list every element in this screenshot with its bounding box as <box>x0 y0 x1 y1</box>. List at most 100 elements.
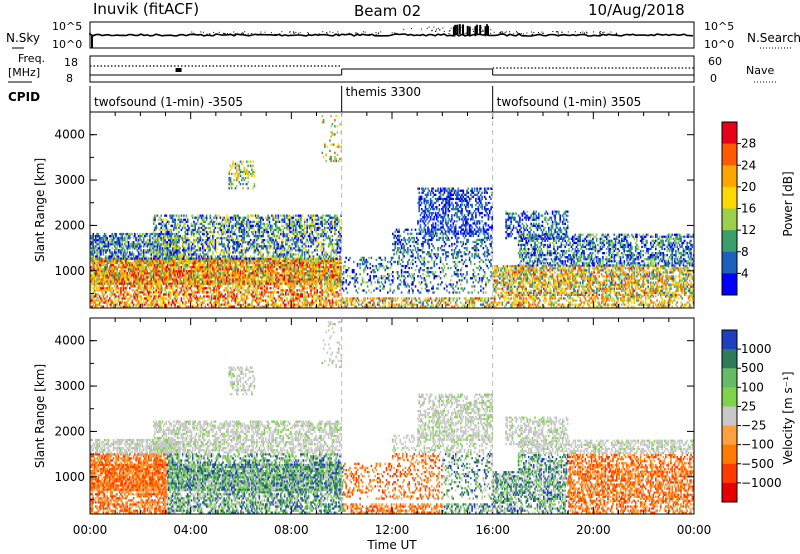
power-cell <box>113 297 116 300</box>
power-cell <box>139 243 141 246</box>
power-cell <box>280 257 282 261</box>
power-cell <box>320 303 322 306</box>
power-cell <box>194 291 196 294</box>
power-cell <box>188 293 190 296</box>
power-cell <box>145 276 147 279</box>
power-cell <box>208 257 210 260</box>
power-cell <box>199 285 202 288</box>
power-cell <box>155 239 157 242</box>
power-cell <box>273 285 276 288</box>
power-cell <box>178 245 180 248</box>
power-cell <box>310 291 312 294</box>
noise-search-point <box>562 33 564 35</box>
power-cell <box>179 276 181 279</box>
power-cell <box>100 257 102 260</box>
power-cell <box>147 303 150 306</box>
power-cell <box>193 266 195 269</box>
power-cell <box>227 299 229 302</box>
noise-right-tick-top: 10^5 <box>704 20 734 33</box>
power-cell <box>217 295 219 298</box>
power-cell <box>184 259 186 263</box>
power-cell <box>160 268 163 271</box>
power-cell <box>121 276 124 279</box>
power-cell <box>281 274 283 277</box>
power-cell <box>112 268 115 271</box>
power-cell <box>185 283 188 286</box>
noise-spike <box>486 24 488 35</box>
power-cell <box>147 251 150 254</box>
power-cell <box>160 230 163 234</box>
power-cell <box>134 291 136 294</box>
power-cell <box>183 274 185 277</box>
power-cell <box>312 297 315 300</box>
power-cell <box>209 249 212 252</box>
power-cell <box>173 293 175 296</box>
power-cell <box>112 301 115 304</box>
power-cell <box>170 255 173 258</box>
power-cell <box>107 272 110 275</box>
power-cell <box>165 274 168 277</box>
power-cell <box>122 247 125 250</box>
power-cell <box>165 276 168 279</box>
power-cell <box>178 293 180 296</box>
power-cell <box>93 280 96 283</box>
power-cell <box>120 280 122 283</box>
power-cell <box>159 259 161 263</box>
power-cell <box>225 297 228 300</box>
power-cell <box>117 272 120 275</box>
power-cell <box>253 305 256 308</box>
power-cell <box>105 272 107 275</box>
power-cell <box>150 291 152 294</box>
power-cell <box>139 272 141 275</box>
power-cell <box>204 276 207 279</box>
noise-spike <box>474 26 477 37</box>
power-cell <box>301 293 303 296</box>
power-cell <box>151 270 154 273</box>
power-cell <box>156 255 159 258</box>
power-cell <box>146 268 149 271</box>
power-cell <box>141 235 144 238</box>
power-cell <box>111 278 113 281</box>
power-cell <box>173 297 175 300</box>
power-cell <box>205 274 208 277</box>
power-cell <box>223 289 225 292</box>
power-cell <box>218 255 220 258</box>
freq-blip <box>175 68 182 72</box>
power-cell <box>112 274 115 277</box>
power-cell <box>286 289 288 292</box>
power-cell <box>303 293 306 296</box>
power-cell <box>112 259 115 263</box>
power-cell <box>230 293 233 296</box>
power-cell <box>232 291 234 294</box>
power-cell <box>170 253 173 256</box>
power-cell <box>188 274 190 277</box>
power-cell <box>96 259 98 263</box>
power-cell <box>219 305 222 308</box>
power-cell <box>127 264 130 267</box>
power-cell <box>105 274 107 277</box>
power-cell <box>202 276 204 279</box>
power-cell <box>120 305 122 308</box>
power-cell <box>207 295 209 298</box>
power-cell <box>217 230 219 234</box>
power-cell <box>175 243 178 246</box>
power-cell <box>208 274 210 277</box>
power-cell <box>163 247 165 250</box>
power-cell <box>326 293 329 296</box>
power-cell <box>106 239 108 242</box>
noise-search-point <box>354 32 356 34</box>
power-cell <box>266 287 268 290</box>
power-cell <box>308 305 311 308</box>
power-cell <box>129 287 131 290</box>
power-cell <box>218 301 220 304</box>
power-cell <box>263 305 266 308</box>
power-cell <box>319 272 321 275</box>
power-cell <box>111 257 113 261</box>
power-cell <box>203 287 205 290</box>
power-cell <box>336 291 339 294</box>
power-cell <box>218 287 220 290</box>
power-cell <box>263 299 266 302</box>
power-cell <box>105 232 107 236</box>
power-cell <box>152 266 155 269</box>
power-cell <box>189 282 191 285</box>
